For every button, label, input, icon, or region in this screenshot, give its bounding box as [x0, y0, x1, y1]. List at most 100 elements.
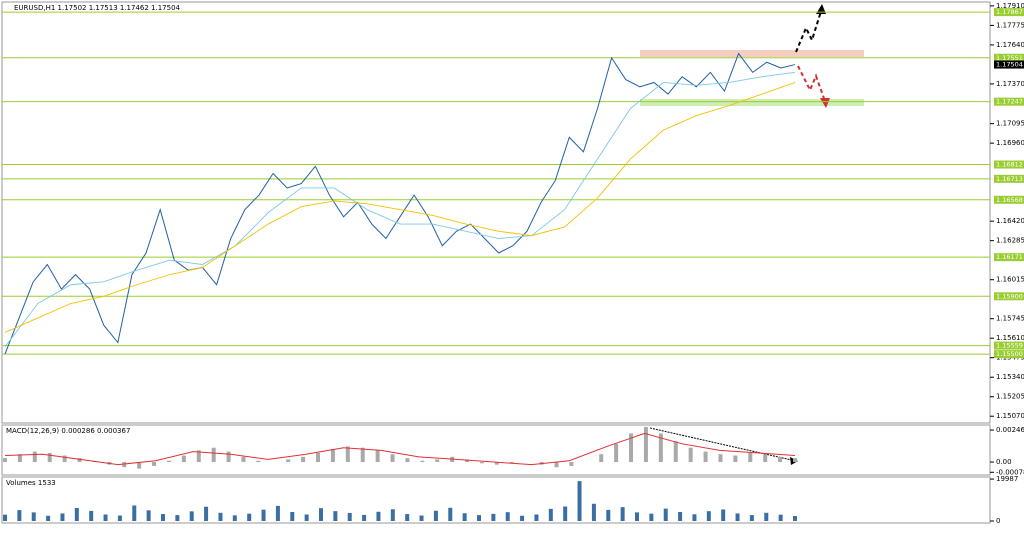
- level-label: 1.16171: [996, 253, 1023, 261]
- price-line: [4, 71, 796, 348]
- level-tag: [994, 292, 1024, 301]
- level-tag: [994, 174, 1024, 183]
- volume-bar: [261, 509, 266, 521]
- macd-bar: [196, 450, 201, 463]
- macd-bar: [301, 456, 306, 463]
- volume-bar: [663, 508, 668, 521]
- volume-title: Volumes 1533: [6, 479, 56, 487]
- y-tick-label: -0.000788: [996, 468, 1024, 476]
- volume-bar: [46, 515, 51, 521]
- level-label: 1.17551: [996, 54, 1023, 62]
- y-tick-label: 1.17640: [996, 41, 1024, 49]
- volume-bar: [678, 511, 683, 521]
- price-line: [4, 52, 796, 355]
- macd-bar: [465, 459, 470, 463]
- macd-bar: [658, 433, 663, 463]
- divergence-line: [649, 427, 797, 462]
- y-tick-label: 0.00246: [996, 426, 1024, 434]
- y-tick-label: 1.16420: [996, 217, 1024, 225]
- level-label: 1.15559: [996, 342, 1023, 350]
- y-tick-label: 0.00: [996, 458, 1012, 466]
- volume-bar: [706, 511, 711, 521]
- level-tag: [994, 8, 1024, 17]
- macd-bar: [360, 447, 365, 463]
- volume-bar: [534, 514, 539, 521]
- volume-bar: [275, 505, 280, 521]
- volume-bar: [117, 515, 122, 521]
- price-line: [4, 82, 796, 333]
- volume-bar: [491, 513, 496, 521]
- macd-bar: [375, 450, 380, 463]
- volume-bar: [132, 505, 137, 521]
- bullish-arrow: [795, 7, 823, 53]
- macd-bar: [643, 426, 648, 463]
- y-tick-label: 1.16015: [996, 276, 1024, 284]
- macd-bar: [569, 462, 574, 466]
- volume-bar: [606, 509, 611, 521]
- macd-bar: [614, 443, 619, 463]
- level-label: 1.15500: [996, 350, 1023, 358]
- y-tick-label: 1.16960: [996, 139, 1024, 147]
- volume-bar: [620, 507, 625, 521]
- volume-bar: [749, 515, 754, 521]
- macd-bar: [316, 452, 321, 463]
- level-tag: [994, 160, 1024, 169]
- macd-bar: [226, 451, 231, 463]
- volume-bar: [89, 510, 94, 521]
- volume-bar: [433, 510, 438, 521]
- macd-bar: [763, 454, 768, 463]
- price-frame: [1, 1, 991, 424]
- volume-bar: [793, 515, 797, 521]
- macd-bar: [32, 451, 37, 463]
- bearish-arrow: [797, 65, 827, 105]
- volume-bar: [563, 506, 568, 521]
- volume-bar: [247, 513, 252, 521]
- volume-bar: [347, 513, 352, 521]
- volume-bar: [3, 514, 7, 521]
- chart-title: EURUSD,H1 1.17502 1.17513 1.17462 1.1750…: [14, 4, 181, 12]
- volume-bar: [290, 511, 295, 521]
- macd-bar: [152, 462, 157, 466]
- macd-bar: [286, 459, 291, 463]
- volume-bar: [778, 514, 783, 521]
- volume-bar: [376, 511, 381, 521]
- volume-bar: [635, 512, 639, 521]
- volume-bar: [304, 514, 309, 521]
- macd-bar: [554, 462, 559, 468]
- macd-bar: [629, 433, 634, 463]
- macd-bar: [435, 459, 440, 463]
- macd-bar: [479, 462, 484, 464]
- volume-bar: [31, 512, 36, 521]
- volume-bar: [146, 510, 151, 521]
- y-tick-label: 1.15610: [996, 334, 1024, 342]
- level-label: 1.17247: [996, 98, 1023, 106]
- macd-title: MACD(12,26,9) 0.000286 0.000367: [6, 427, 130, 435]
- volume-bar: [390, 509, 395, 521]
- volume-bar: [333, 511, 338, 521]
- macd-bar: [688, 447, 693, 463]
- macd-bar: [793, 458, 797, 463]
- macd-bar: [673, 441, 678, 463]
- macd-frame: [1, 424, 991, 476]
- macd-bar: [241, 456, 246, 463]
- y-tick-label: 1.17370: [996, 80, 1024, 88]
- macd-bar: [509, 462, 514, 464]
- volume-bar: [362, 514, 367, 521]
- macd-bar: [405, 458, 410, 463]
- level-tag: [994, 341, 1024, 350]
- level-label: 1.16568: [996, 196, 1023, 204]
- volume-bar: [161, 514, 165, 521]
- volume-bar: [103, 514, 108, 521]
- level-tag: [994, 97, 1024, 106]
- level-tag: [994, 253, 1024, 262]
- volume-bar: [505, 512, 510, 521]
- signal-line: [4, 432, 796, 466]
- macd-bar: [137, 462, 142, 469]
- volume-bar: [448, 507, 453, 521]
- macd-bar: [256, 460, 261, 463]
- y-tick-label: 1.15205: [996, 393, 1024, 401]
- volume-bar: [218, 512, 223, 521]
- volume-bar: [462, 513, 467, 521]
- current-price: 1.17504: [996, 61, 1023, 69]
